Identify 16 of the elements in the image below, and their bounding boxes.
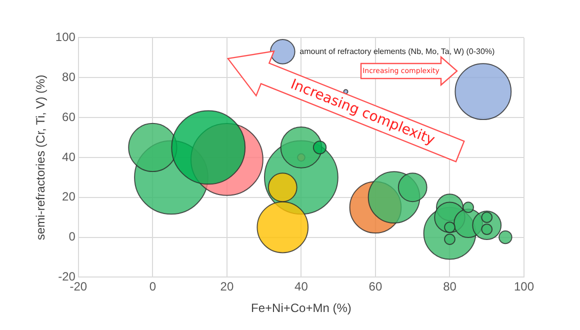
x-tick-label: 80 [443,280,457,294]
y-axis-title: semi-refractories (Cr, Ti, V) (%) [34,74,48,240]
y-tick-label: 40 [62,150,76,164]
x-tick-label: 0 [149,280,156,294]
y-tick-label: 20 [62,190,76,204]
x-tick-label: 40 [294,280,308,294]
y-tick-label: 0 [68,230,76,244]
y-tick-label: 60 [62,110,76,124]
y-tick-label: 100 [55,30,76,44]
x-tick-label: 100 [514,280,534,294]
x-tick-label: 20 [220,280,234,294]
annotation: amount of refractory elements (Nb, Mo, Ta, W) (0-30%) [300,46,496,56]
y-tick-label: -20 [58,270,76,284]
y-tick-label: 80 [62,70,76,84]
x-axis-title: Fe+Ni+Co+Mn (%) [251,301,352,316]
x-tick-label: 60 [368,280,382,294]
